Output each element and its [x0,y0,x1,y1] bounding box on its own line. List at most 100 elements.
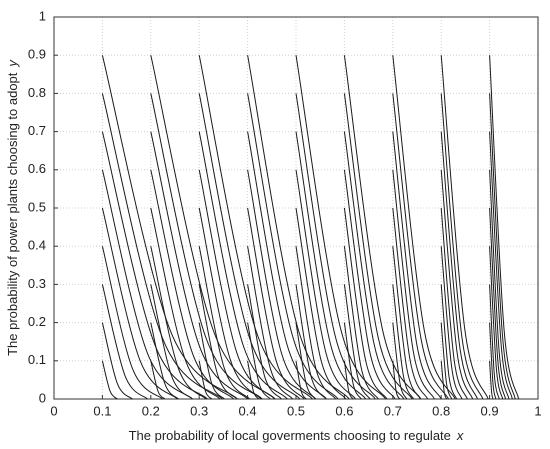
trajectory [343,207,388,400]
trajectory [343,55,422,400]
y-tick-label: 0.9 [28,47,46,62]
trajectory [247,207,305,400]
trajectory [198,207,263,400]
trajectory [392,207,429,400]
trajectory [392,322,408,400]
trajectory [343,284,371,400]
trajectory [101,322,133,400]
trajectory [440,93,484,400]
trajectory [489,284,500,400]
x-tick-label: 0.8 [432,403,450,418]
trajectory [150,55,276,400]
trajectory [440,55,489,400]
trajectory [198,360,213,400]
trajectory [101,246,163,400]
trajectory [489,131,513,400]
trajectory [489,169,510,400]
x-tick-label: 0.5 [287,403,305,418]
y-tick-label: 0.2 [28,314,46,329]
x-tick-label: 0.3 [190,403,208,418]
trajectory [343,131,405,400]
trajectory [198,284,238,400]
trajectory [295,93,376,400]
trajectory [247,360,260,400]
trajectory [343,169,396,400]
x-tick-label: 0.2 [142,403,160,418]
trajectory [392,93,449,400]
x-label-var: x [456,428,464,443]
trajectory [295,55,386,400]
y-tick-label: 0.4 [28,238,46,253]
trajectory [343,322,362,400]
trajectory [150,207,221,400]
trajectory [101,169,193,400]
trajectory [343,246,379,400]
trajectory [295,322,317,400]
trajectory [101,360,118,400]
trajectory [247,131,327,400]
x-axis-label: The probability of local goverments choo… [129,428,464,443]
trajectory [392,169,435,400]
y-tick-label: 1 [39,8,46,23]
x-tick-label: 0.7 [384,403,402,418]
trajectory [295,207,347,400]
x-tick-label: 0.9 [481,403,499,418]
trajectory [440,322,453,400]
trajectory [343,93,413,400]
y-tick-label: 0.8 [28,85,46,100]
trajectory [489,246,504,400]
trajectory [489,360,494,400]
trajectory [150,284,193,400]
x-tick-label: 0.6 [335,403,353,418]
trajectory [198,131,288,400]
trajectory [343,360,354,400]
trajectory [247,284,282,400]
y-tick-label: 0 [39,390,46,405]
y-tick-label: 0.6 [28,161,46,176]
trajectory [392,284,415,400]
trajectory [150,246,207,400]
y-tick-label: 0.1 [28,352,46,367]
trajectory [150,322,179,400]
trajectory [440,360,448,400]
y-tick-label: 0.3 [28,276,46,291]
y-tick-label: 0.5 [28,199,46,214]
trajectory [440,284,458,400]
trajectory [150,360,166,400]
x-tick-label: 0.1 [93,403,111,418]
x-label-text: The probability of local goverments choo… [129,428,451,443]
trajectory [489,207,507,400]
trajectory [489,322,497,400]
trajectory [440,207,468,400]
trajectory [150,169,234,400]
trajectory [392,55,456,400]
plot-frame [53,16,539,400]
trajectory [440,169,474,400]
trajectory [198,322,225,400]
trajectory [489,93,516,400]
trajectory [489,55,520,400]
trajectory [198,55,313,400]
trajectory [101,207,178,400]
trajectory [295,246,337,400]
y-tick-label: 0.7 [28,123,46,138]
trajectory [295,131,367,400]
trajectory [198,93,301,400]
trajectory [440,246,463,400]
trajectory [198,246,250,400]
x-tick-label: 0 [50,403,57,418]
trajectory [247,169,316,400]
trajectory [247,246,294,400]
trajectory [101,55,238,400]
x-tick-label: 0.4 [239,403,257,418]
trajectory [247,322,271,400]
trajectory [392,131,442,400]
y-label-text: The probability of power plants choosing… [5,72,20,356]
trajectory [295,169,356,400]
y-label-var: y [5,59,20,68]
trajectory [295,360,307,400]
trajectory [392,246,421,400]
trajectory [295,284,327,400]
y-axis-label: The probability of power plants choosing… [5,59,20,356]
